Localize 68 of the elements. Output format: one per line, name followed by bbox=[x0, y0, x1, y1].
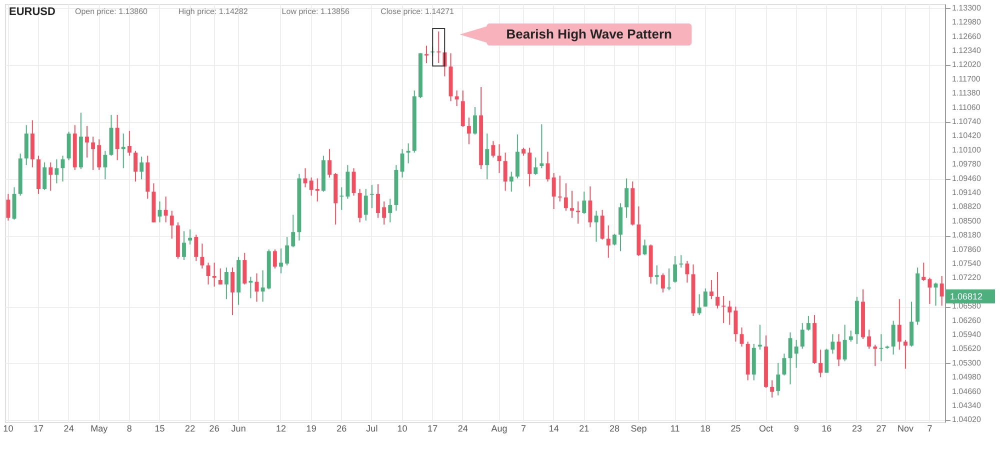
annotation: Bearish High Wave Pattern bbox=[506, 26, 672, 42]
x-tick-label: 24 bbox=[64, 424, 74, 434]
y-tick-label: 1.11700 bbox=[952, 74, 981, 84]
y-tick-label: 1.06260 bbox=[952, 316, 982, 325]
annotation: Close price: 1.14271 bbox=[380, 7, 455, 16]
y-tick-label: 1.13300 bbox=[952, 3, 982, 12]
x-tick-label: 15 bbox=[154, 424, 165, 434]
x-tick-label: 7 bbox=[927, 424, 932, 434]
y-tick-label: 1.09460 bbox=[952, 174, 982, 183]
y-tick-label: 1.12020 bbox=[952, 60, 982, 70]
y-tick-label: 1.07540 bbox=[952, 259, 982, 268]
x-tick-label: 26 bbox=[209, 424, 220, 434]
x-tick-label: 12 bbox=[276, 424, 286, 434]
x-tick-label: 25 bbox=[730, 424, 741, 434]
x-tick-label: Jun bbox=[231, 424, 246, 434]
x-tick-label: 10 bbox=[3, 424, 14, 434]
x-tick-label: 19 bbox=[306, 424, 316, 434]
x-tick-label: May bbox=[90, 424, 108, 434]
y-tick-label: 1.12660 bbox=[952, 32, 982, 41]
x-tick-label: Oct bbox=[758, 424, 774, 434]
x-tick-label: 28 bbox=[609, 424, 620, 434]
y-tick-label: 1.09780 bbox=[952, 160, 982, 169]
y-tick-label: 1.04020 bbox=[952, 415, 982, 424]
x-tick-label: 27 bbox=[876, 424, 886, 434]
x-tick-label: Sep bbox=[630, 424, 647, 434]
y-tick-label: 1.05300 bbox=[952, 358, 982, 368]
y-tick-label: 1.09140 bbox=[952, 188, 982, 198]
y-tick-label: 1.04660 bbox=[952, 386, 982, 396]
x-tick-label: 8 bbox=[126, 424, 132, 434]
y-tick-label: 1.05620 bbox=[952, 344, 982, 354]
annotation: Low price: 1.13856 bbox=[282, 7, 350, 16]
y-tick-label: 1.08180 bbox=[952, 230, 982, 240]
y-tick-label: 1.06580 bbox=[952, 302, 982, 311]
x-tick-label: 22 bbox=[185, 424, 196, 434]
text: 1.06812 bbox=[950, 291, 983, 302]
y-tick-label: 1.07860 bbox=[952, 244, 982, 254]
chart-title: EURUSD bbox=[9, 6, 56, 18]
x-tick-label: 18 bbox=[700, 424, 710, 434]
y-tick-label: 1.10740 bbox=[952, 117, 982, 126]
x-tick-label: Aug bbox=[491, 424, 508, 434]
y-tick-label: 1.04980 bbox=[952, 372, 982, 382]
y-tick-label: 1.04340 bbox=[952, 401, 982, 410]
x-tick-label: 10 bbox=[397, 424, 408, 434]
x-tick-label: 7 bbox=[520, 424, 526, 434]
x-tick-label: 17 bbox=[428, 424, 438, 434]
x-tick-label: 16 bbox=[822, 424, 832, 434]
y-tick-label: 1.05940 bbox=[952, 330, 982, 340]
annotation: High price: 1.14282 bbox=[178, 7, 248, 16]
x-tick-label: 26 bbox=[336, 424, 347, 434]
x-tick-label: 17 bbox=[33, 424, 44, 434]
x-tick-label: 14 bbox=[548, 424, 559, 434]
y-tick-label: 1.07220 bbox=[952, 273, 982, 282]
x-tick-label: Jul bbox=[366, 424, 378, 434]
y-tick-label: 1.12340 bbox=[952, 46, 982, 56]
y-tick-label: 1.11380 bbox=[952, 88, 981, 98]
x-tick-label: Nov bbox=[897, 424, 914, 434]
y-tick-label: 1.10420 bbox=[952, 131, 982, 140]
y-tick-label: 1.08820 bbox=[952, 202, 982, 212]
x-tick-label: 23 bbox=[852, 424, 862, 434]
x-tick-label: 24 bbox=[458, 424, 468, 434]
y-tick-label: 1.12980 bbox=[952, 18, 982, 27]
y-tick-label: 1.10100 bbox=[952, 145, 982, 154]
x-tick-label: 9 bbox=[794, 424, 799, 434]
annotation: Open price: 1.13860 bbox=[75, 7, 148, 16]
x-tick-label: 11 bbox=[670, 424, 680, 434]
y-tick-label: 1.08500 bbox=[952, 216, 982, 226]
y-tick-label: 1.11060 bbox=[952, 102, 981, 112]
x-tick-label: 21 bbox=[579, 424, 590, 434]
